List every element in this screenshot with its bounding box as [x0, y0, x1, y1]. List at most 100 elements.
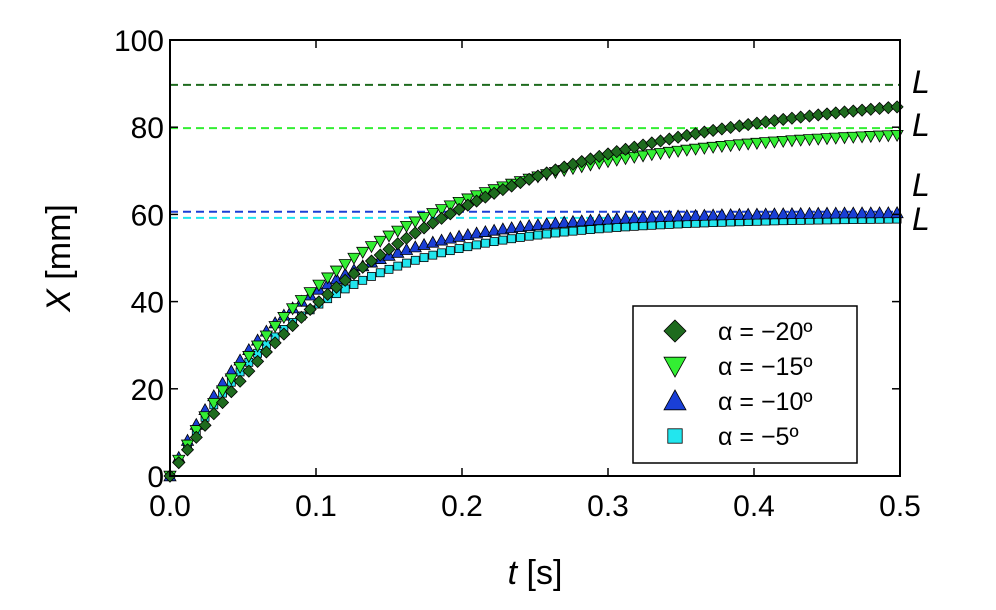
- data-point: [268, 336, 282, 350]
- axis-ticks: [169, 39, 901, 477]
- x-tick-label: 0.2: [441, 490, 483, 523]
- data-point: [531, 218, 545, 231]
- data-point: [592, 213, 606, 226]
- legend-marker: [663, 356, 687, 378]
- data-point: [399, 231, 414, 245]
- data-point: [487, 223, 501, 236]
- data-point: [338, 259, 352, 272]
- data-point: [636, 138, 650, 152]
- data-point: [688, 208, 703, 221]
- data-point: [338, 273, 352, 287]
- data-point: [680, 209, 694, 222]
- limit-label-0: L: [912, 64, 930, 100]
- data-point: [612, 223, 622, 232]
- data-point: [329, 280, 344, 294]
- data-point: [356, 246, 370, 259]
- data-point: [391, 225, 405, 238]
- data-point: [586, 225, 595, 234]
- data-point: [881, 206, 895, 219]
- data-point: [417, 221, 431, 235]
- data-point: [224, 373, 238, 386]
- limit-label-2: L: [912, 167, 930, 203]
- data-point: [662, 209, 676, 222]
- series-0: [163, 100, 904, 483]
- y-tick-label: 0: [147, 461, 164, 494]
- legend-marker: [667, 428, 683, 444]
- data-point: [437, 248, 446, 258]
- data-point: [391, 237, 405, 251]
- data-point: [522, 219, 536, 232]
- data-point: [846, 206, 860, 219]
- data-point: [312, 295, 326, 309]
- data-point: [750, 137, 764, 150]
- data-point: [627, 211, 641, 224]
- data-point: [472, 240, 482, 250]
- data-point: [837, 206, 852, 219]
- data-point: [207, 407, 221, 421]
- data-point: [603, 223, 613, 233]
- legend-entry-1: α = −15º: [663, 353, 812, 381]
- data-point: [706, 141, 720, 154]
- data-point: [259, 330, 274, 343]
- data-point: [373, 235, 387, 248]
- data-point: [732, 139, 747, 152]
- data-point: [496, 222, 510, 235]
- data-point: [688, 143, 703, 156]
- data-point: [767, 207, 782, 220]
- x-axis-label: t [s]: [508, 554, 563, 592]
- y-axis-var: X: [40, 288, 78, 313]
- data-point: [251, 354, 265, 368]
- x-tick-label: 0.0: [149, 490, 191, 523]
- limit-label-1: L: [912, 107, 930, 143]
- y-tick-label: 80: [131, 112, 164, 145]
- y-tick-label: 100: [114, 25, 164, 58]
- data-point: [445, 246, 455, 256]
- data-point: [540, 217, 554, 230]
- data-point: [594, 224, 604, 234]
- data-point: [452, 202, 466, 216]
- data-point: [785, 135, 799, 148]
- data-point: [294, 295, 309, 308]
- data-point: [645, 149, 659, 162]
- data-point: [846, 131, 860, 144]
- data-point: [356, 260, 370, 274]
- data-point: [349, 280, 359, 289]
- x-tick-label: 0.5: [879, 490, 921, 523]
- data-point: [277, 312, 291, 325]
- data-point: [557, 215, 571, 228]
- data-point: [621, 222, 630, 232]
- data-point: [268, 321, 282, 334]
- data-point: [364, 254, 379, 268]
- data-point: [890, 100, 904, 114]
- data-point: [408, 216, 422, 229]
- data-point: [568, 226, 578, 236]
- data-point: [645, 210, 659, 223]
- legend-marker: [663, 389, 687, 411]
- data-point: [454, 244, 464, 253]
- data-point: [732, 207, 747, 220]
- data-point: [618, 211, 633, 224]
- data-point: [741, 138, 755, 151]
- data-point: [207, 398, 221, 411]
- data-point: [811, 133, 825, 146]
- data-point: [516, 233, 525, 242]
- data-point: [480, 238, 490, 248]
- data-point: [583, 213, 598, 226]
- x-tick-label: 0.3: [587, 490, 629, 523]
- x-axis-unit: [s]: [517, 554, 562, 592]
- data-point: [419, 253, 429, 263]
- legend-entry-0: α = −20º: [663, 318, 812, 346]
- data-point: [855, 206, 869, 219]
- data-point: [872, 206, 887, 219]
- data-point: [723, 207, 738, 221]
- data-point: [802, 134, 817, 147]
- data-point: [750, 207, 764, 220]
- x-axis-var: t: [508, 554, 519, 592]
- data-point: [286, 319, 300, 333]
- data-point: [872, 130, 887, 143]
- data-point: [277, 327, 291, 341]
- data-point: [837, 132, 852, 145]
- data-point: [697, 142, 712, 155]
- data-point: [434, 204, 449, 217]
